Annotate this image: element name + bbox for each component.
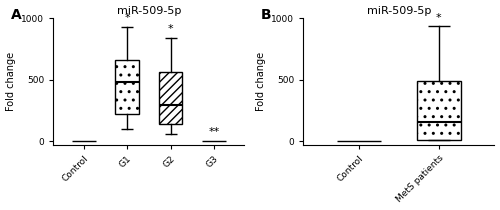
Text: B: B <box>261 8 272 22</box>
Title: miR-509-5p: miR-509-5p <box>116 6 181 16</box>
Bar <box>416 81 461 140</box>
Bar <box>158 72 182 124</box>
Bar <box>115 60 139 114</box>
Text: *: * <box>436 13 442 23</box>
Y-axis label: Fold change: Fold change <box>6 52 16 111</box>
Text: *: * <box>124 13 130 23</box>
Y-axis label: Fold change: Fold change <box>256 52 266 111</box>
Text: A: A <box>11 8 22 22</box>
Text: **: ** <box>208 127 220 137</box>
Title: miR-509-5p: miR-509-5p <box>366 6 431 16</box>
Text: *: * <box>168 24 173 34</box>
